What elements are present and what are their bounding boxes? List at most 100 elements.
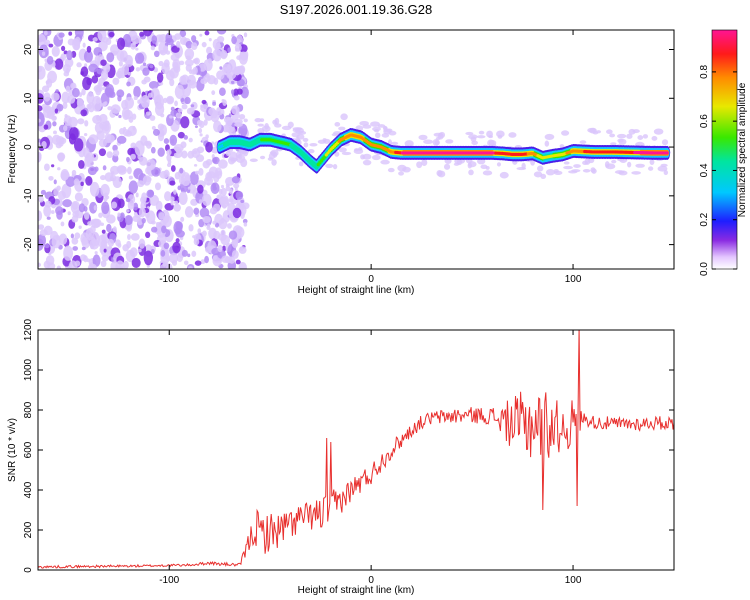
noise-blob bbox=[210, 182, 220, 194]
noise-blob bbox=[78, 225, 82, 229]
halo-blob bbox=[456, 159, 463, 166]
halo-blob bbox=[642, 134, 649, 139]
snr-x-tick-label: -100 bbox=[159, 575, 179, 586]
spectrogram-x-tick-label: 100 bbox=[565, 274, 582, 285]
noise-blob bbox=[205, 134, 209, 139]
noise-blob bbox=[158, 60, 164, 67]
noise-blob bbox=[203, 59, 213, 72]
halo-blob bbox=[341, 151, 352, 156]
noise-blob bbox=[175, 238, 180, 243]
noise-blob bbox=[97, 82, 101, 88]
noise-blob bbox=[126, 240, 132, 249]
noise-blob bbox=[188, 137, 193, 143]
noise-blob bbox=[151, 226, 158, 233]
halo-blob bbox=[372, 126, 381, 132]
noise-blob bbox=[166, 97, 174, 104]
noise-blob bbox=[72, 38, 80, 51]
noise-blob bbox=[137, 99, 141, 104]
noise-blob bbox=[190, 104, 195, 108]
noise-blob bbox=[242, 218, 248, 224]
noise-blob bbox=[100, 260, 107, 268]
noise-blob bbox=[139, 31, 145, 37]
noise-blob bbox=[177, 131, 185, 139]
noise-blob bbox=[134, 52, 145, 64]
noise-blob bbox=[230, 80, 235, 85]
noise-blob bbox=[64, 57, 74, 68]
noise-blob bbox=[99, 175, 106, 181]
noise-blob bbox=[38, 233, 47, 247]
noise-blob bbox=[60, 221, 65, 227]
halo-blob bbox=[605, 163, 616, 170]
noise-blob bbox=[130, 203, 134, 207]
halo-blob bbox=[579, 140, 587, 144]
noise-blob bbox=[179, 30, 187, 38]
noise-blob bbox=[141, 217, 146, 224]
noise-blob bbox=[181, 150, 188, 159]
noise-blob bbox=[146, 189, 154, 198]
noise-blob bbox=[221, 98, 225, 103]
noise-blob bbox=[48, 43, 54, 48]
halo-blob bbox=[582, 169, 591, 173]
noise-blob bbox=[199, 33, 203, 37]
halo-blob bbox=[307, 148, 315, 154]
colorbar-gradient bbox=[712, 30, 737, 269]
noise-blob bbox=[203, 119, 208, 126]
noise-blob bbox=[238, 123, 248, 137]
noise-blob bbox=[71, 215, 79, 223]
noise-blob bbox=[233, 183, 240, 189]
noise-blob bbox=[211, 90, 216, 96]
noise-blob bbox=[130, 233, 140, 241]
noise-blob bbox=[88, 63, 99, 73]
noise-blob bbox=[136, 180, 145, 188]
noise-blob bbox=[151, 167, 161, 177]
noise-blob bbox=[162, 215, 172, 228]
noise-blob bbox=[55, 142, 62, 149]
noise-blob bbox=[88, 134, 99, 145]
noise-blob bbox=[51, 234, 61, 249]
noise-blob bbox=[142, 62, 147, 67]
noise-blob bbox=[62, 125, 68, 132]
noise-blob bbox=[228, 188, 233, 195]
noise-blob bbox=[239, 246, 244, 252]
noise-blob bbox=[184, 96, 191, 105]
noise-blob bbox=[54, 58, 64, 70]
noise-blob bbox=[53, 179, 57, 185]
noise-blob bbox=[212, 203, 221, 212]
halo-blob bbox=[468, 169, 474, 176]
halo-blob bbox=[663, 170, 669, 176]
noise-blob bbox=[179, 167, 184, 174]
halo-blob bbox=[443, 163, 451, 170]
noise-blob bbox=[191, 250, 197, 257]
noise-blob bbox=[228, 230, 238, 240]
noise-blob bbox=[160, 249, 166, 257]
noise-blob bbox=[183, 135, 188, 140]
halo-blob bbox=[590, 167, 596, 173]
halo-blob bbox=[380, 159, 390, 165]
noise-blob bbox=[46, 216, 51, 220]
noise-blob bbox=[201, 99, 207, 105]
halo-blob bbox=[370, 121, 380, 127]
noise-blob bbox=[156, 72, 164, 83]
noise-blob bbox=[146, 159, 156, 171]
noise-blob bbox=[187, 266, 193, 269]
noise-blob bbox=[38, 34, 47, 47]
noise-blob bbox=[80, 71, 84, 76]
noise-blob bbox=[133, 85, 141, 98]
noise-blob bbox=[38, 118, 41, 123]
halo-blob bbox=[611, 159, 617, 164]
colorbar-tick-label: 0.8 bbox=[699, 64, 710, 78]
noise-blob bbox=[93, 205, 97, 211]
noise-blob bbox=[162, 261, 167, 267]
noise-blob bbox=[207, 223, 211, 228]
halo-blob bbox=[227, 120, 233, 126]
noise-blob bbox=[138, 207, 146, 218]
halo-blob bbox=[438, 131, 446, 139]
noise-blob bbox=[117, 95, 122, 102]
noise-blob bbox=[84, 120, 89, 127]
noise-blob bbox=[199, 207, 210, 218]
noise-blob bbox=[171, 259, 178, 266]
noise-blob bbox=[145, 231, 151, 239]
noise-blob bbox=[73, 178, 80, 186]
snr-panel: -100 0 100 0 200 400 600 800 1000 1200 Height of… bbox=[7, 318, 675, 596]
noise-blob bbox=[201, 193, 212, 206]
